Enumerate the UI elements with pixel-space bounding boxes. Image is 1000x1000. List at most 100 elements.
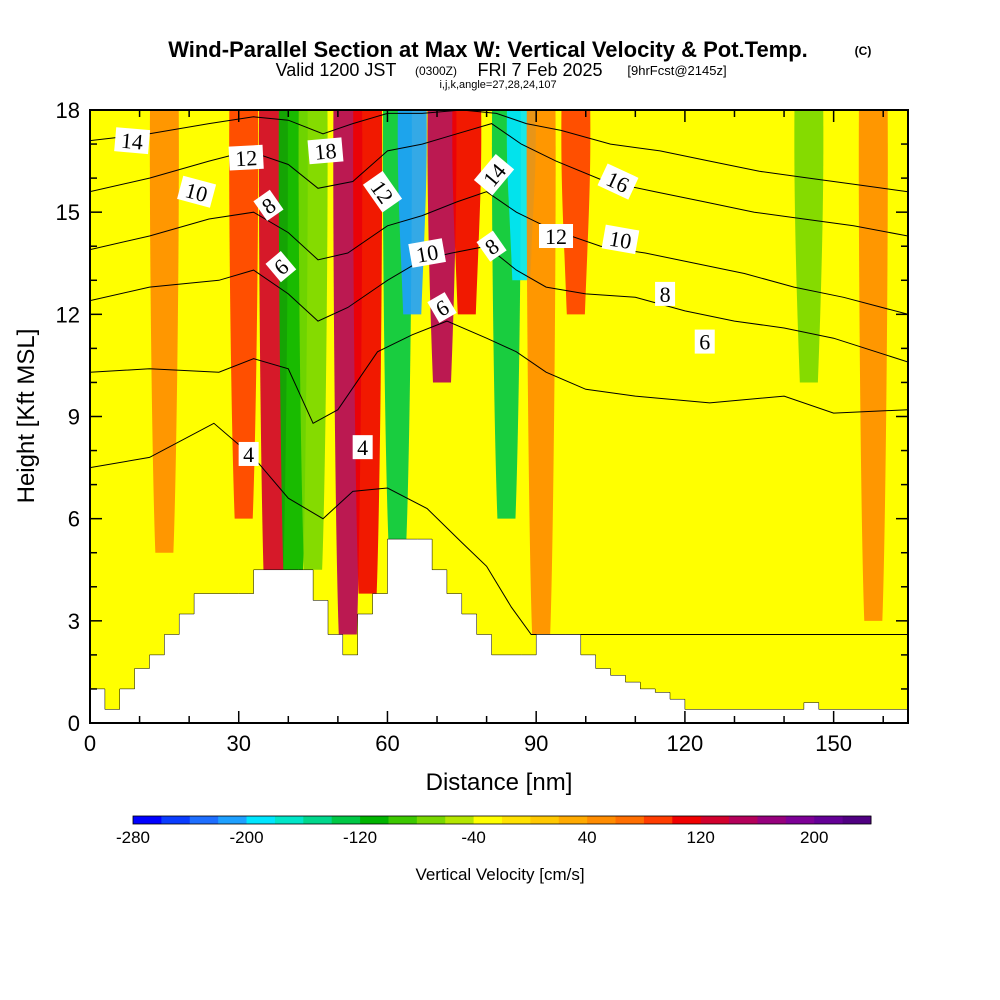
y-tick-label: 9 (68, 405, 80, 430)
velocity-band-11 (452, 110, 482, 315)
y-tick-label: 12 (56, 302, 80, 327)
contour-label-text: 12 (235, 145, 258, 171)
velocity-band-1 (194, 110, 224, 315)
subtitle-date: FRI 7 Feb 2025 (477, 60, 602, 80)
contour-label-11: 12 (539, 224, 574, 249)
colorbar-swatch-1 (161, 816, 191, 824)
contour-label-text: 18 (313, 138, 337, 165)
colorbar-swatch-10 (416, 816, 446, 824)
colorbar-swatch-17 (615, 816, 645, 824)
contour-label-text: 10 (607, 226, 633, 254)
contour-label-text: 6 (699, 330, 710, 355)
x-tick-label: 120 (667, 731, 704, 756)
contour-label-3: 10 (177, 175, 217, 208)
subtitle-utc: (0300Z) (415, 64, 457, 78)
contour-label-2: 18 (307, 137, 344, 165)
subtitle-indices: i,j,k,angle=27,28,24,107 (439, 79, 556, 91)
colorbar-swatch-0 (133, 816, 162, 824)
colorbar-tick-label: 120 (687, 828, 715, 847)
contour-label-16: 4 (238, 441, 259, 467)
colorbar-swatch-13 (502, 816, 531, 824)
y-tick-label: 18 (56, 98, 80, 123)
contour-label-text: 10 (414, 239, 440, 267)
colorbar-swatch-11 (445, 816, 475, 824)
contour-label-text: 4 (357, 435, 368, 460)
contour-label-0: 14 (114, 127, 151, 155)
contour-label-1: 12 (228, 144, 264, 171)
theta-contour-8 (90, 245, 908, 363)
colorbar-tick-label: -200 (230, 828, 264, 847)
velocity-band-0 (149, 110, 179, 553)
colorbar-tick-label: 200 (800, 828, 828, 847)
contour-label-17: 4 (352, 435, 373, 460)
velocity-band-9 (397, 110, 427, 315)
y-tick-label: 0 (68, 711, 80, 736)
colorbar (132, 815, 872, 825)
colorbar-swatch-18 (643, 816, 673, 824)
colorbar-swatch-20 (700, 816, 730, 824)
colorbar-swatch-7 (331, 816, 361, 824)
colorbar-swatch-22 (757, 816, 787, 824)
velocity-band-5 (298, 110, 328, 570)
velocity-band-16 (605, 110, 635, 315)
velocity-field (149, 110, 888, 635)
axis-ticks (89, 109, 908, 724)
colorbar-swatch-14 (530, 816, 560, 824)
colorbar-swatch-5 (274, 816, 304, 824)
x-tick-label: 150 (815, 731, 852, 756)
velocity-band-15 (561, 110, 591, 315)
contour-label-12: 10 (601, 224, 640, 255)
y-tick-label: 3 (68, 609, 80, 634)
contour-label-9: 10 (408, 238, 446, 268)
colorbar-swatch-8 (360, 816, 389, 824)
contour-label-text: 4 (243, 442, 254, 467)
colorbar-swatch-23 (785, 816, 815, 824)
subtitle-forecast: [9hrFcst@2145z] (627, 63, 726, 78)
y-tick-label: 6 (68, 507, 80, 532)
colorbar-swatch-4 (246, 816, 276, 824)
x-axis-label: Distance [nm] (426, 769, 573, 796)
colorbar-tick-label: -40 (461, 828, 486, 847)
x-tick-label: 60 (375, 731, 399, 756)
colorbar-swatch-25 (842, 816, 872, 824)
x-tick-label: 90 (524, 731, 548, 756)
x-tick-label: 30 (226, 731, 250, 756)
subtitle-main: Valid 1200 JST (276, 60, 397, 80)
colorbar-swatch-9 (388, 816, 418, 824)
contour-label-4: 8 (253, 189, 284, 221)
colorbar-frame (132, 815, 872, 825)
velocity-band-7 (353, 110, 383, 594)
velocity-band-18 (794, 110, 824, 383)
theta-contour-10 (90, 191, 908, 315)
colorbar-swatch-16 (587, 816, 617, 824)
x-tick-label: 0 (84, 731, 96, 756)
contour-label-text: 8 (660, 282, 671, 307)
velocity-band-10 (427, 110, 457, 383)
chart-title: Wind-Parallel Section at Max W: Vertical… (168, 37, 808, 62)
contour-label-15: 6 (694, 329, 715, 355)
contour-label-14: 8 (655, 281, 676, 307)
colorbar-tick-labels: -280 -200 -120 -40 40 120 200 (116, 828, 828, 847)
colorbar-swatch-15 (558, 816, 588, 824)
theta-contour-14 (90, 110, 908, 193)
y-tick-label: 15 (56, 200, 80, 225)
contour-label-text: 12 (545, 224, 567, 249)
theta-contour-6 (90, 320, 908, 424)
colorbar-swatch-6 (303, 816, 333, 824)
colorbar-swatch-3 (218, 816, 248, 824)
colorbar-swatch-21 (729, 816, 758, 824)
colorbar-swatch-19 (672, 816, 702, 824)
colorbar-tick-label: -120 (343, 828, 377, 847)
contour-label-text: 14 (120, 128, 144, 155)
colorbar-tick-label: -280 (116, 828, 150, 847)
colorbar-label: Vertical Velocity [cm/s] (415, 865, 584, 884)
velocity-band-17 (769, 110, 799, 315)
colorbar-tick-label: 40 (578, 828, 597, 847)
y-axis-label: Height [Kft MSL] (13, 329, 40, 504)
terrain (90, 538, 908, 723)
contour-label-10: 8 (476, 230, 507, 262)
colorbar-swatch-2 (189, 816, 219, 824)
